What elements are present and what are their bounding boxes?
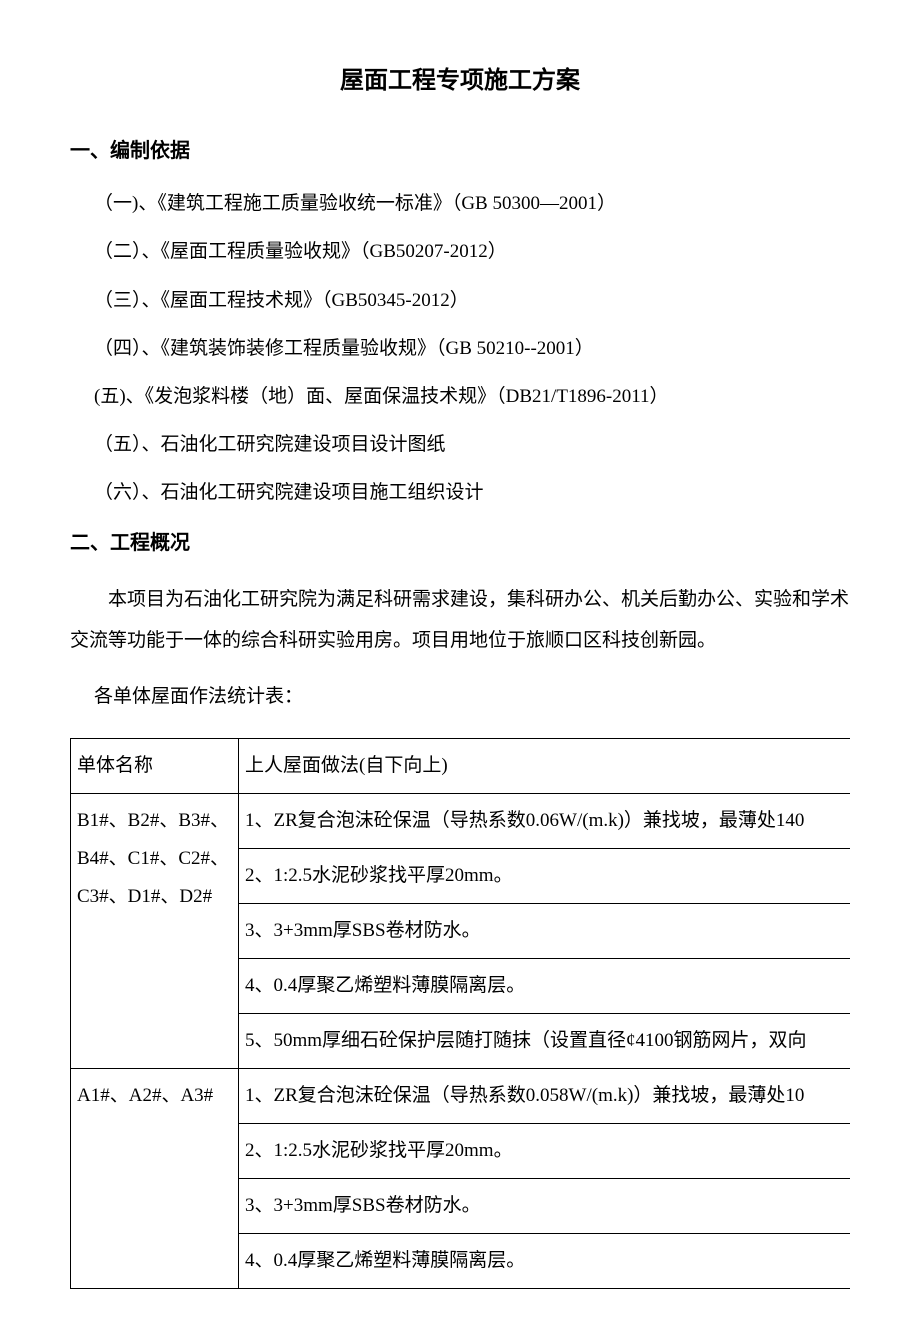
basis-item-3: （三）、《屋面工程技术规》（GB50345-2012）: [94, 284, 850, 318]
group2-row2: 2、1:2.5水泥砂浆找平厚20mm。: [239, 1123, 851, 1178]
basis-item-4: （四）、《建筑装饰装修工程质量验收规》（GB 50210--2001）: [94, 332, 850, 366]
document-title: 屋面工程专项施工方案: [70, 60, 850, 103]
basis-item-6: （五）、石油化工研究院建设项目设计图纸: [94, 428, 850, 462]
table-container: 单体名称 上人屋面做法(自下向上) B1#、B2#、B3#、B4#、C1#、C2…: [70, 732, 850, 1289]
table-header-row: 单体名称 上人屋面做法(自下向上): [71, 738, 851, 793]
table-intro-text: 各单体屋面作法统计表：: [94, 676, 850, 718]
group1-row5: 5、50mm厚细石砼保护层随打随抹（设置直径¢4100钢筋网片，双向: [239, 1013, 851, 1068]
section2-heading: 二、工程概况: [70, 525, 850, 561]
basis-item-2: （二）、《屋面工程质量验收规》（GB50207-2012）: [94, 235, 850, 269]
header-cell-name: 单体名称: [71, 738, 239, 793]
group2-row4: 4、0.4厚聚乙烯塑料薄膜隔离层。: [239, 1233, 851, 1288]
table-row: B1#、B2#、B3#、B4#、C1#、C2#、C3#、D1#、D2# 1、ZR…: [71, 793, 851, 848]
header-cell-method: 上人屋面做法(自下向上): [239, 738, 851, 793]
project-overview-text: 本项目为石油化工研究院为满足科研需求建设，集科研办公、机关后勤办公、实验和学术交…: [70, 579, 850, 663]
group2-row1: 1、ZR复合泡沫砼保温（导热系数0.058W/(m.k)）兼找坡，最薄处10: [239, 1068, 851, 1123]
group2-name-cell: A1#、A2#、A3#: [71, 1068, 239, 1288]
group2-row3: 3、3+3mm厚SBS卷材防水。: [239, 1178, 851, 1233]
section1-heading: 一、编制依据: [70, 133, 850, 169]
group1-row1: 1、ZR复合泡沫砼保温（导热系数0.06W/(m.k)）兼找坡，最薄处140: [239, 793, 851, 848]
group1-row3: 3、3+3mm厚SBS卷材防水。: [239, 903, 851, 958]
group1-name-cell: B1#、B2#、B3#、B4#、C1#、C2#、C3#、D1#、D2#: [71, 793, 239, 1068]
group1-row4: 4、0.4厚聚乙烯塑料薄膜隔离层。: [239, 958, 851, 1013]
roof-methods-table: 单体名称 上人屋面做法(自下向上) B1#、B2#、B3#、B4#、C1#、C2…: [70, 738, 850, 1289]
basis-item-1: （一)、《建筑工程施工质量验收统一标准》（GB 50300—2001）: [94, 187, 850, 221]
basis-item-5: (五)、《发泡浆料楼（地）面、屋面保温技术规》（DB21/T1896-2011）: [94, 380, 850, 414]
basis-item-7: （六）、石油化工研究院建设项目施工组织设计: [94, 476, 850, 510]
table-row: A1#、A2#、A3# 1、ZR复合泡沫砼保温（导热系数0.058W/(m.k)…: [71, 1068, 851, 1123]
group1-row2: 2、1:2.5水泥砂浆找平厚20mm。: [239, 848, 851, 903]
